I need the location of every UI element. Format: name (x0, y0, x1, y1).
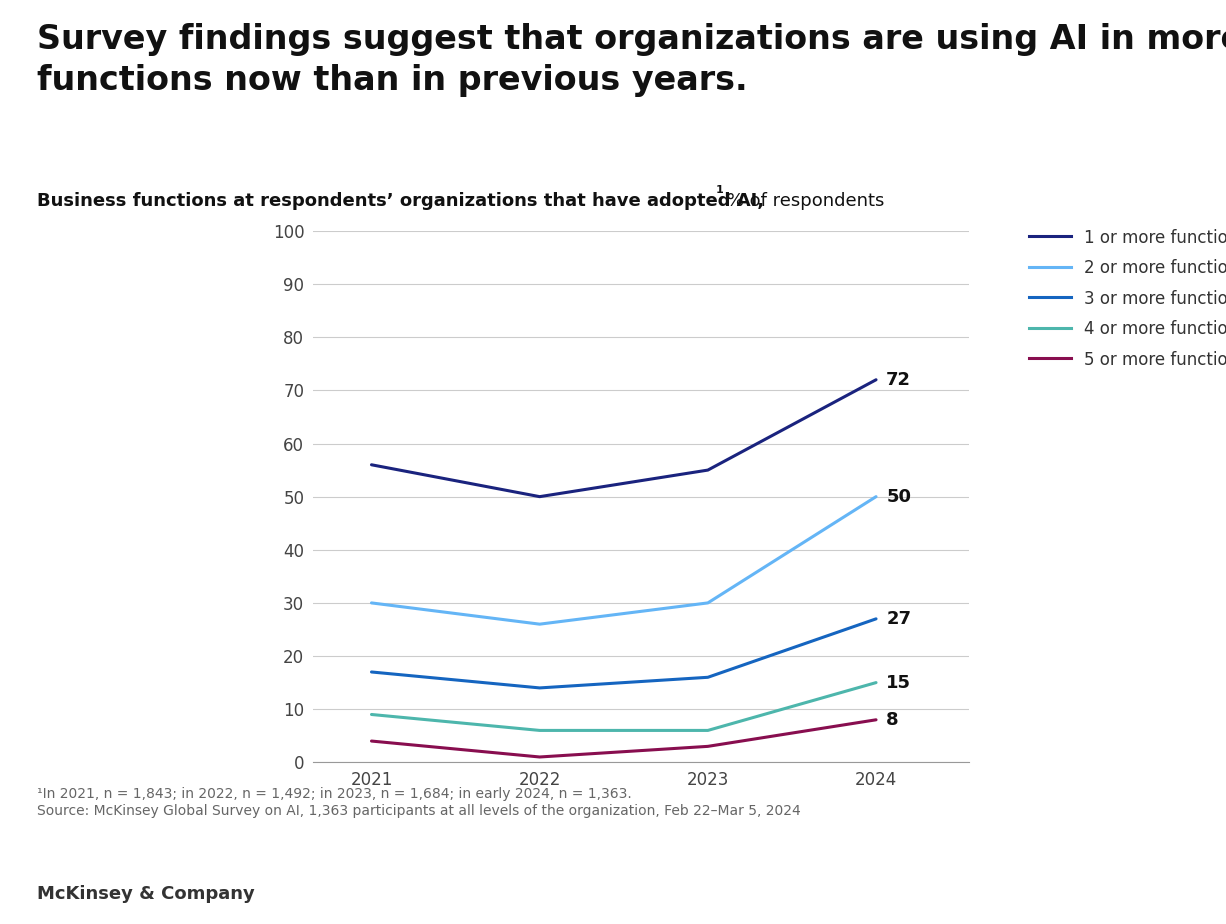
Text: ¹In 2021, n = 1,843; in 2022, n = 1,492; in 2023, n = 1,684; in early 2024, n = : ¹In 2021, n = 1,843; in 2022, n = 1,492;… (37, 787, 631, 801)
Text: 72: 72 (886, 371, 911, 389)
Text: McKinsey & Company: McKinsey & Company (37, 885, 255, 903)
Text: Source: McKinsey Global Survey on AI, 1,363 participants at all levels of the or: Source: McKinsey Global Survey on AI, 1,… (37, 804, 801, 818)
Text: 50: 50 (886, 488, 911, 505)
Text: 27: 27 (886, 610, 911, 627)
Text: % of respondents: % of respondents (721, 192, 884, 210)
Legend: 1 or more functions, 2 or more functions, 3 or more functions, 4 or more functio: 1 or more functions, 2 or more functions… (1030, 229, 1226, 369)
Text: Business functions at respondents’ organizations that have adopted AI,: Business functions at respondents’ organ… (37, 192, 764, 210)
Text: Survey findings suggest that organizations are using AI in more business
functio: Survey findings suggest that organizatio… (37, 23, 1226, 97)
Text: 15: 15 (886, 674, 911, 691)
Text: 8: 8 (886, 711, 899, 729)
Text: 1: 1 (716, 185, 723, 195)
